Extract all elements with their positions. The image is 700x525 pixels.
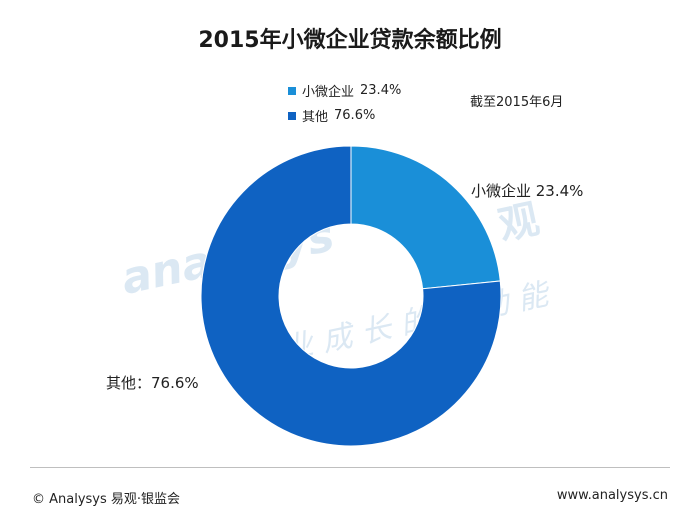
slice-label-small-micro: 小微企业 23.4% (471, 182, 584, 200)
chart-legend: 小微企业 23.4% 其他 76.6% (288, 78, 401, 128)
legend-item-other: 其他 76.6% (288, 103, 401, 128)
footer-source: © Analysys 易观·银监会 (32, 492, 181, 507)
legend-value-other: 76.6% (334, 108, 376, 123)
donut-slice-small-micro (350, 145, 501, 290)
legend-label-other: 其他 (302, 110, 329, 125)
donut-slice-other (200, 145, 502, 447)
footer-website: www.analysys.cn (556, 488, 668, 503)
legend-label-small-micro: 小微企业 (302, 85, 355, 100)
footer-divider (30, 467, 670, 468)
chart-title: 2015年小微企业贷款余额比例 (198, 28, 502, 53)
legend-swatch-other (288, 111, 296, 120)
legend-item-small-micro: 小微企业 23.4% (288, 78, 401, 103)
legend-value-small-micro: 23.4% (360, 83, 402, 98)
slice-label-other: 其他：76.6% (106, 374, 199, 392)
legend-swatch-small-micro (288, 86, 296, 95)
date-note: 截至2015年6月 (470, 95, 564, 110)
